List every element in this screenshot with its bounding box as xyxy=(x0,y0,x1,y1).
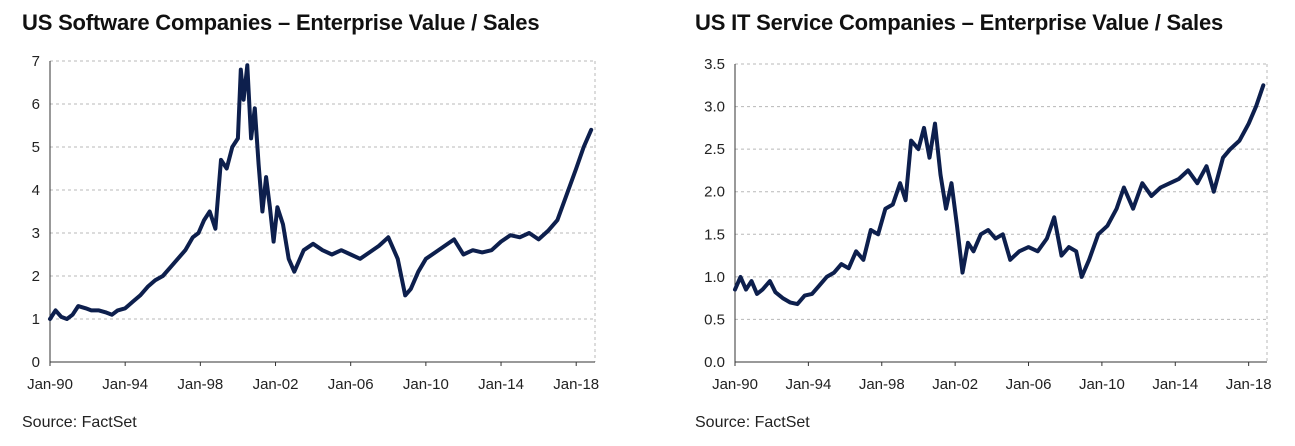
x-tick-label: Jan-18 xyxy=(553,376,599,393)
y-tick-label: 1 xyxy=(32,311,40,328)
y-tick-label: 0.5 xyxy=(704,311,725,328)
series-line xyxy=(48,63,594,321)
y-tick-label: 4 xyxy=(32,182,40,199)
chart-svg-software: 0 1 2 3 4 5 6 7 Jan-90 Jan-94 Jan-98 Jan-02 Jan-06 Ja… xyxy=(27,53,599,393)
chart-title: US Software Companies – Enterprise Value… xyxy=(22,10,540,35)
chart-panel-software: US Software Companies – Enterprise Value… xyxy=(0,0,640,446)
y-tick-label: 3.5 xyxy=(704,56,725,73)
y-tick-label: 2.5 xyxy=(704,141,725,158)
y-tick-label: 0 xyxy=(32,354,40,371)
x-tick-label: Jan-90 xyxy=(712,376,758,393)
series-line xyxy=(733,83,1266,307)
x-tick-label: Jan-02 xyxy=(253,376,299,393)
chart-panel-it-services: US IT Service Companies – Enterprise Val… xyxy=(655,0,1295,446)
chart-svg-it-services: 0.0 0.5 1.0 1.5 2.0 2.5 3.0 3.5 Jan-90 Jan-94 Jan-… xyxy=(704,56,1272,393)
x-tick-label: Jan-90 xyxy=(27,376,73,393)
x-tick-label: Jan-06 xyxy=(328,376,374,393)
y-tick-label: 2 xyxy=(32,268,40,285)
y-tick-label: 3 xyxy=(32,225,40,242)
source-note: Source: FactSet xyxy=(695,414,810,431)
x-tick-label: Jan-06 xyxy=(1006,376,1052,393)
y-tick-label: 7 xyxy=(32,53,40,70)
x-tick-label: Jan-14 xyxy=(478,376,524,393)
source-note: Source: FactSet xyxy=(22,414,137,431)
y-tick-label: 1.0 xyxy=(704,269,725,286)
x-tick-label: Jan-10 xyxy=(403,376,449,393)
y-tick-label: 3.0 xyxy=(704,99,725,116)
x-tick-label: Jan-02 xyxy=(932,376,978,393)
x-tick-label: Jan-98 xyxy=(177,376,223,393)
y-tick-label: 0.0 xyxy=(704,354,725,371)
y-tick-label: 1.5 xyxy=(704,226,725,243)
x-tick-label: Jan-10 xyxy=(1079,376,1125,393)
chart-title: US IT Service Companies – Enterprise Val… xyxy=(695,10,1224,35)
x-tick-label: Jan-18 xyxy=(1226,376,1272,393)
y-tick-label: 5 xyxy=(32,139,40,156)
x-tick-label: Jan-94 xyxy=(102,376,148,393)
y-tick-label: 2.0 xyxy=(704,184,725,201)
x-tick-label: Jan-14 xyxy=(1152,376,1198,393)
y-tick-label: 6 xyxy=(32,96,40,113)
x-tick-label: Jan-94 xyxy=(785,376,831,393)
x-tick-label: Jan-98 xyxy=(859,376,905,393)
